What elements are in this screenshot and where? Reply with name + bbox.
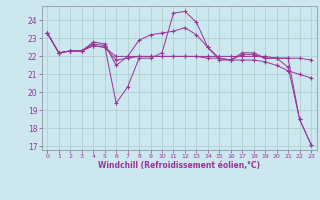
X-axis label: Windchill (Refroidissement éolien,°C): Windchill (Refroidissement éolien,°C) (98, 161, 260, 170)
